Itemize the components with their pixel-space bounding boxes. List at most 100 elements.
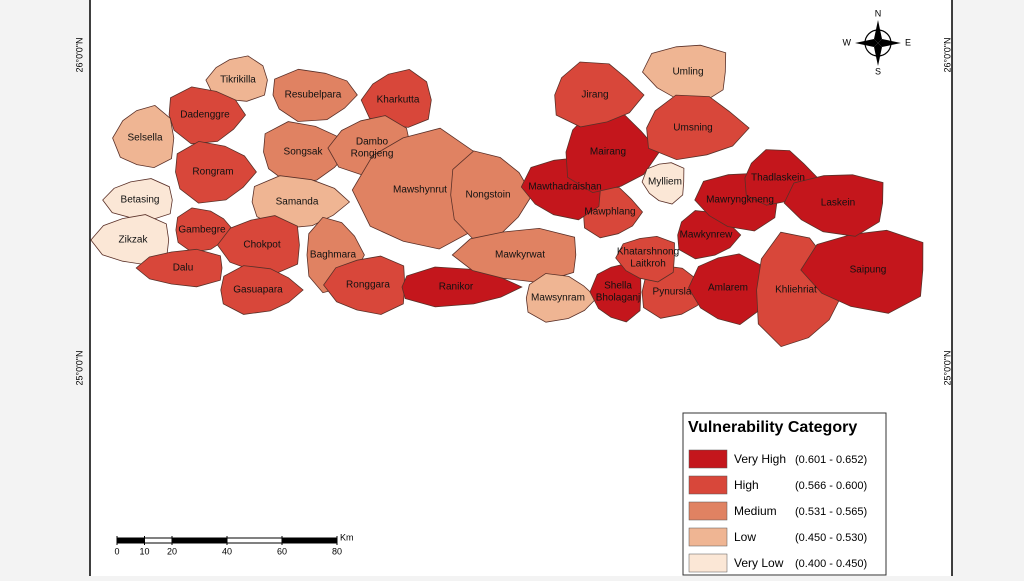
district-label: Gasuapara — [233, 285, 283, 296]
legend-title: Vulnerability Category — [688, 419, 857, 436]
district — [220, 265, 304, 315]
lat-label: 25°0'0"N — [942, 350, 952, 385]
legend-swatch — [688, 501, 728, 521]
legend-label: Very Low — [734, 556, 784, 570]
scale-bar: 0 10 20 40 60 80 Km — [114, 532, 353, 556]
district-label: Shella — [604, 281, 632, 292]
legend-range: (0.531 - 0.565) — [795, 506, 867, 518]
scale-label: 60 — [277, 546, 287, 556]
district-label: Rongjeng — [351, 149, 394, 160]
scale-segment — [117, 538, 145, 543]
legend-swatch — [688, 449, 728, 469]
district-label: Mawphlang — [584, 207, 635, 218]
district — [112, 104, 175, 169]
district-labels: Tikrikilla Resubelpara Kharkutta Dadenggre S… — [119, 67, 887, 304]
district-label: Mylliem — [648, 177, 682, 188]
districts — [90, 44, 924, 348]
legend-label: Low — [734, 530, 756, 544]
scale-segment — [172, 538, 227, 543]
district-label: Jirang — [581, 90, 608, 101]
district-label: Gambegre — [178, 225, 226, 236]
district — [351, 127, 479, 250]
district-label: Amlarem — [708, 283, 748, 294]
district — [217, 215, 300, 275]
district-label: Ronggara — [346, 280, 390, 291]
district-label: Pynursla — [653, 287, 692, 298]
scale-label: 0 — [114, 546, 119, 556]
lat-label: 25°0'0"N — [74, 350, 84, 385]
district — [450, 150, 533, 240]
district-label: Mawkyrwat — [495, 250, 545, 261]
legend-swatch — [688, 527, 728, 547]
district-label: Mawsynram — [531, 293, 585, 304]
scale-label: 20 — [167, 546, 177, 556]
district-label: Ranikor — [439, 282, 474, 293]
district — [565, 109, 660, 194]
legend-label: Medium — [734, 504, 777, 518]
legend-swatch — [688, 475, 728, 495]
compass-s: S — [875, 66, 881, 76]
compass-n: N — [875, 8, 882, 18]
lat-label: 26°0'0"N — [74, 37, 84, 72]
district — [272, 68, 358, 122]
district — [135, 248, 223, 288]
district-label: Dalu — [173, 263, 194, 274]
legend-range: (0.450 - 0.530) — [795, 532, 867, 544]
district-label: Dadenggre — [180, 110, 230, 121]
district — [168, 86, 246, 145]
district-label: Resubelpara — [285, 90, 342, 101]
district-label: Khliehriat — [775, 285, 817, 296]
legend-swatch — [688, 553, 728, 573]
compass-e: E — [905, 37, 911, 47]
legend-range: (0.601 - 0.652) — [795, 454, 867, 466]
district-label: Saipung — [850, 265, 887, 276]
scale-label: 40 — [222, 546, 232, 556]
district-label: Mawthadraishan — [528, 182, 601, 193]
district-label: Baghmara — [310, 250, 357, 261]
district-label: Mawshynrut — [393, 185, 447, 196]
district-label: Mairang — [590, 147, 626, 158]
district — [175, 140, 257, 204]
district-label: Selsella — [127, 133, 162, 144]
district-label: Nongstoin — [465, 190, 510, 201]
district-label: Tikrikilla — [220, 75, 256, 86]
district-label: Songsak — [284, 147, 324, 158]
district — [646, 94, 750, 161]
district-label: Zikzak — [119, 235, 149, 246]
district-label: Mawkynrew — [680, 230, 734, 241]
district-label: Betasing — [121, 195, 160, 206]
district — [688, 253, 761, 326]
district — [554, 61, 645, 128]
district-label: Dambo — [356, 137, 389, 148]
scale-label: 80 — [332, 546, 342, 556]
district-label: Bholaganj — [596, 293, 640, 304]
legend-label: High — [734, 478, 759, 492]
compass-w: W — [843, 37, 852, 47]
district-label: Umling — [672, 67, 703, 78]
district-label: Rongram — [192, 167, 233, 178]
legend-range: (0.566 - 0.600) — [795, 480, 867, 492]
district — [102, 178, 173, 221]
district-label: Laskein — [821, 198, 855, 209]
district — [783, 174, 884, 237]
legend: Vulnerability Category Very High (0.601 -… — [682, 412, 887, 576]
lat-label: 26°0'0"N — [942, 37, 952, 72]
scale-label: 10 — [139, 546, 149, 556]
district — [175, 207, 234, 253]
district — [360, 68, 432, 128]
north-arrow: N S E W — [843, 8, 912, 76]
district — [263, 121, 349, 184]
district — [800, 229, 924, 314]
district-label: Mawryngkneng — [706, 195, 774, 206]
legend-label: Very High — [734, 452, 786, 466]
district-label: Thadlaskein — [751, 173, 805, 184]
district-label: Khatarshnong — [617, 247, 679, 258]
district — [641, 162, 685, 205]
district-label: Umsning — [673, 123, 712, 134]
legend-range: (0.400 - 0.450) — [795, 558, 867, 570]
scale-unit: Km — [340, 532, 354, 542]
district — [205, 55, 268, 102]
district-label: Kharkutta — [377, 95, 420, 106]
district — [615, 235, 675, 283]
